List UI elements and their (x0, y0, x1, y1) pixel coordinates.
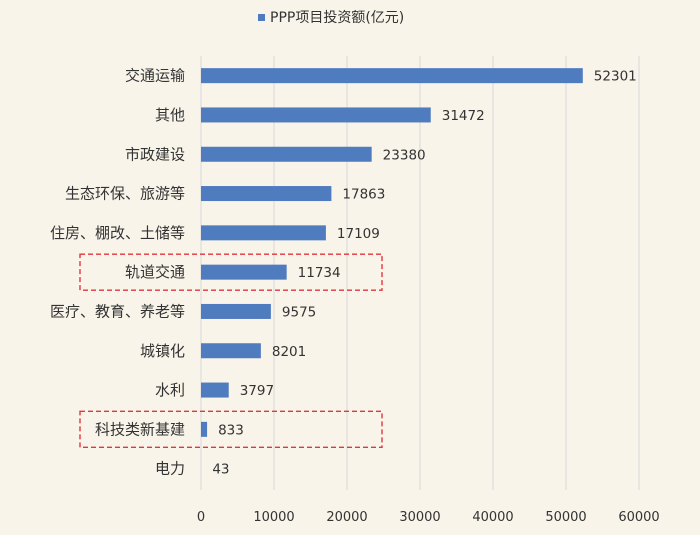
x-tick-label: 20000 (326, 510, 367, 525)
data-label: 17109 (337, 226, 380, 242)
x-tick-label: 30000 (399, 510, 440, 525)
bar (201, 107, 431, 123)
bar (201, 186, 332, 202)
legend-swatch (258, 14, 265, 21)
category-label: 医疗、教育、养老等 (50, 302, 185, 320)
data-label: 31472 (442, 108, 485, 124)
x-tick-label: 40000 (472, 510, 513, 525)
data-label: 52301 (594, 69, 637, 85)
legend: PPP项目投资额(亿元) (258, 10, 404, 26)
data-label: 3797 (240, 383, 274, 399)
bar (201, 68, 583, 84)
category-label: 电力 (155, 460, 185, 478)
bars (201, 68, 583, 437)
highlight-box (79, 253, 383, 291)
category-label: 住房、棚改、土储等 (50, 224, 185, 242)
bar (201, 421, 208, 437)
category-label: 轨道交通 (125, 263, 185, 281)
data-label: 833 (218, 422, 244, 438)
x-tick-label: 0 (197, 510, 205, 525)
data-label: 17863 (342, 187, 385, 203)
bar (201, 225, 326, 241)
category-label: 生态环保、旅游等 (65, 185, 185, 203)
category-label: 城镇化 (140, 342, 185, 360)
legend-label: PPP项目投资额(亿元) (270, 10, 404, 26)
highlight-boxes (79, 253, 383, 449)
category-label: 科技类新基建 (95, 420, 185, 438)
x-tick-label: 50000 (545, 510, 586, 525)
x-tick-label: 60000 (618, 510, 659, 525)
gridlines (200, 56, 640, 490)
bar (201, 303, 271, 319)
data-label: 43 (212, 462, 229, 478)
data-label: 8201 (272, 344, 306, 360)
data-labels: 52301 31472 23380 17863 17109 11734 9575 8201 37… (212, 69, 636, 478)
data-label: 11734 (298, 265, 341, 281)
bar (201, 146, 372, 162)
highlight-box (79, 410, 383, 449)
x-axis-ticks: 0 10000 20000 30000 40000 50000 60000 (197, 510, 660, 525)
category-label: 交通运输 (125, 67, 185, 85)
category-labels: 交通运输其他市政建设生态环保、旅游等住房、棚改、土储等轨道交通医疗、教育、养老等… (50, 67, 185, 478)
data-label: 23380 (383, 147, 426, 163)
data-label: 9575 (282, 304, 316, 320)
category-label: 市政建设 (125, 145, 185, 163)
x-tick-label: 10000 (253, 510, 294, 525)
category-label: 水利 (155, 381, 185, 399)
bar (201, 343, 261, 359)
bar (201, 264, 287, 280)
category-label: 其他 (155, 106, 185, 124)
bar (201, 382, 229, 398)
